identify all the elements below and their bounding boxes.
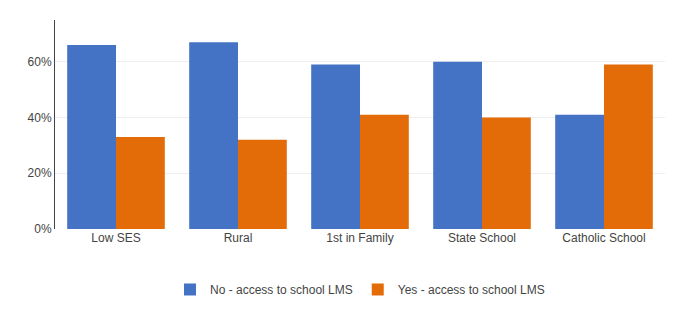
svg-text:Yes - access to school LMS: Yes - access to school LMS — [398, 283, 545, 297]
svg-text:0%: 0% — [34, 222, 52, 236]
svg-text:20%: 20% — [28, 166, 52, 180]
svg-text:Rural: Rural — [224, 231, 253, 245]
svg-text:State School: State School — [448, 231, 516, 245]
svg-text:Catholic School: Catholic School — [562, 231, 645, 245]
svg-text:Low SES: Low SES — [91, 231, 140, 245]
svg-text:No - access to school LMS: No - access to school LMS — [210, 283, 353, 297]
svg-text:60%: 60% — [28, 55, 52, 69]
svg-text:1st in Family: 1st in Family — [326, 231, 393, 245]
svg-text:40%: 40% — [28, 111, 52, 125]
